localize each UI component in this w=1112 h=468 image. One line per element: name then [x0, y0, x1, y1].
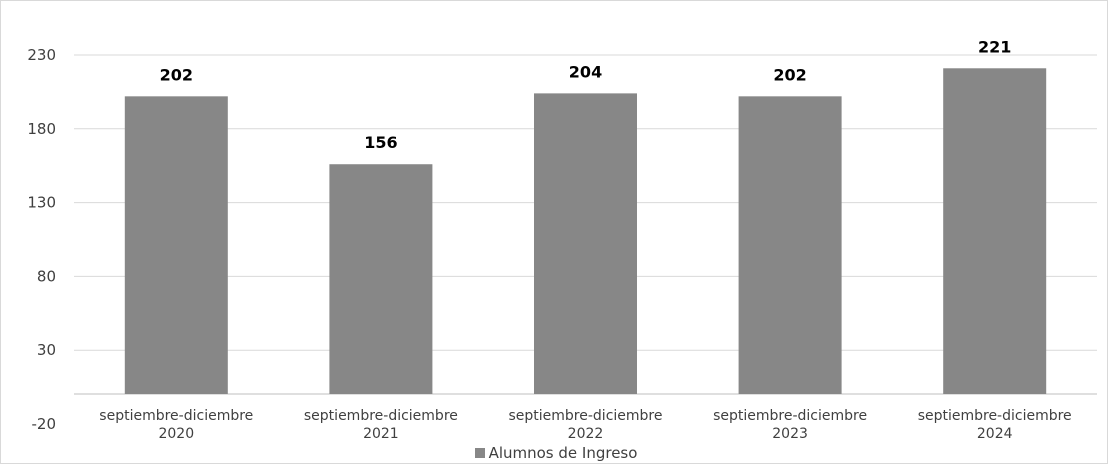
y-tick-label: -20 [32, 415, 57, 433]
bar [738, 96, 842, 394]
x-category-label: septiembre-diciembre [713, 408, 867, 424]
x-category-label: 2023 [772, 426, 808, 442]
x-category-label: septiembre-diciembre [304, 408, 458, 424]
y-tick-label: 130 [27, 194, 56, 212]
x-category-label: 2024 [977, 426, 1013, 442]
x-category-label: septiembre-diciembre [918, 408, 1072, 424]
x-category-label: 2020 [158, 426, 194, 442]
data-label: 202 [773, 65, 806, 84]
y-tick-label: 80 [37, 267, 56, 285]
y-tick-label: 180 [27, 120, 56, 138]
data-label: 202 [160, 65, 193, 84]
y-axis-tick-labels: 230 180 130 80 30 -20 [27, 46, 56, 433]
x-category-label: septiembre-diciembre [509, 408, 663, 424]
data-labels: 202 156 204 202 221 [160, 37, 1012, 152]
legend-label: Alumnos de Ingreso [488, 444, 638, 462]
data-label: 156 [364, 133, 397, 152]
bar [943, 68, 1047, 394]
y-tick-label: 230 [27, 46, 56, 64]
data-label: 221 [978, 37, 1011, 56]
x-category-label: 2021 [363, 426, 399, 442]
data-label: 204 [569, 62, 602, 81]
legend: Alumnos de Ingreso [0, 442, 1112, 464]
x-axis-category-labels: septiembre-diciembre 2020 septiembre-dicie… [99, 408, 1071, 442]
bars [124, 68, 1047, 394]
bar [534, 93, 637, 394]
bar [329, 164, 433, 394]
x-category-label: septiembre-diciembre [99, 408, 253, 424]
bar [124, 96, 228, 394]
legend-swatch [474, 448, 485, 458]
x-category-label: 2022 [568, 426, 604, 442]
y-tick-label: 30 [37, 341, 56, 359]
